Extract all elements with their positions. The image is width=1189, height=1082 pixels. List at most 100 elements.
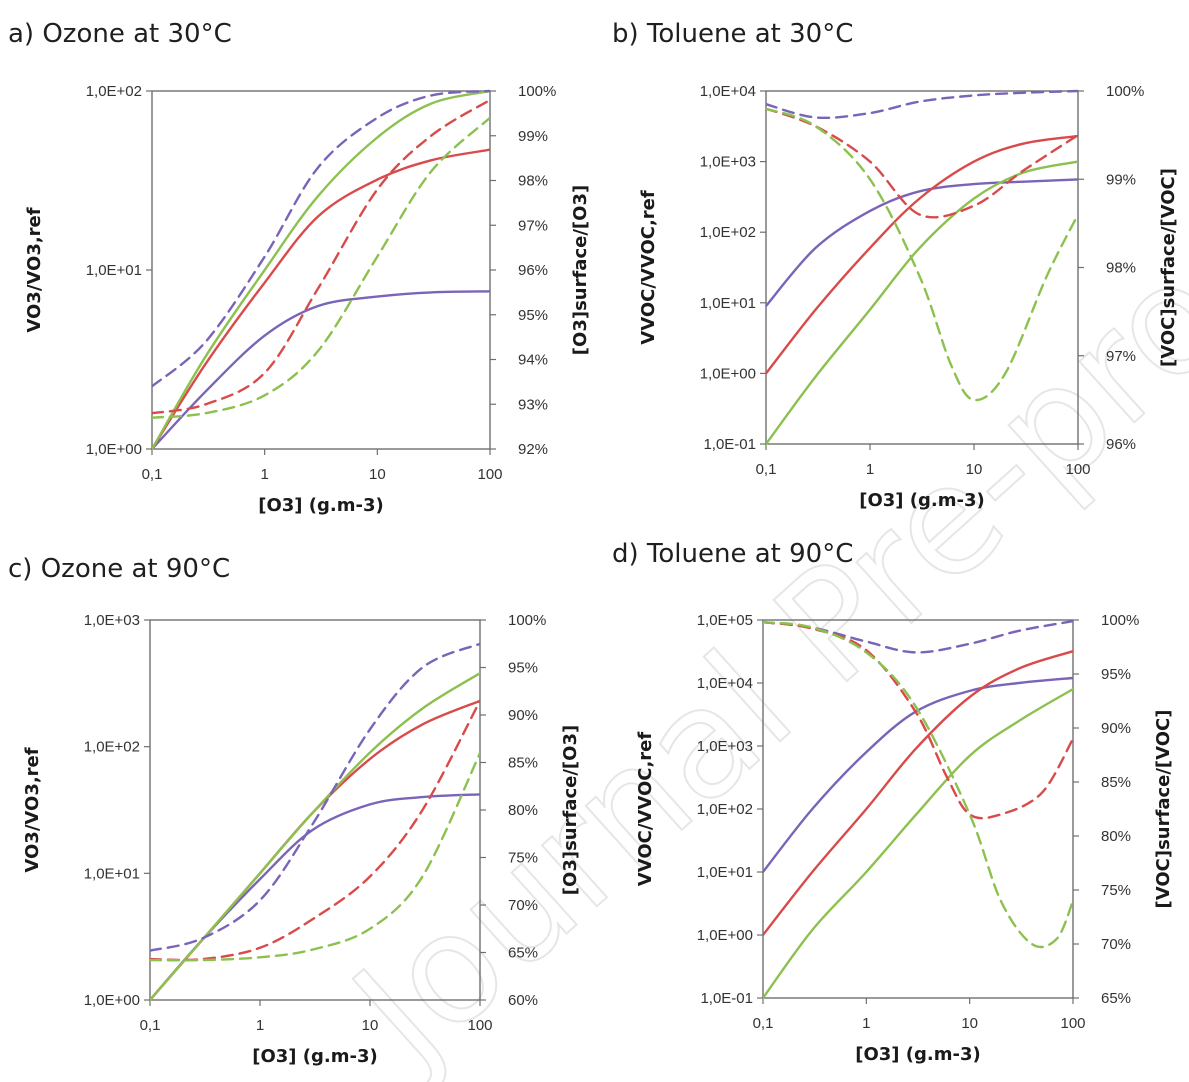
series-purple-dashed xyxy=(150,642,480,952)
chart-title: b) Toluene at 30°C xyxy=(612,19,853,49)
y-axis-label: VVOC/VVOC,ref xyxy=(638,190,659,345)
series-purple-dashed xyxy=(766,89,1078,120)
series-purple-solid xyxy=(766,178,1078,308)
x-tick-label: 100 xyxy=(1065,461,1090,478)
series-red-solid xyxy=(763,650,1073,937)
y-tick-label: 1,0E+02 xyxy=(86,83,142,100)
y-tick-label: 1,0E+02 xyxy=(84,739,140,756)
y2-tick-label: 98% xyxy=(1106,260,1136,277)
y-axis-label: VO3/VO3,ref xyxy=(22,747,43,872)
series-red-dashed xyxy=(763,621,1073,820)
y2-tick-label: 100% xyxy=(1106,83,1144,100)
y2-tick-label: 100% xyxy=(1101,612,1139,629)
series-red-solid xyxy=(152,148,490,451)
y2-tick-label: 97% xyxy=(518,217,548,234)
series-green-solid xyxy=(152,89,490,451)
x-tick-label: 10 xyxy=(369,466,386,483)
x-tick-label: 10 xyxy=(966,461,983,478)
y2-tick-label: 93% xyxy=(518,396,548,413)
y-tick-label: 1,0E+01 xyxy=(86,262,142,279)
series-green-dashed xyxy=(152,116,490,419)
y-tick-label: 1,0E+03 xyxy=(697,738,753,755)
x-tick-label: 10 xyxy=(362,1017,379,1034)
x-tick-label: 100 xyxy=(477,466,502,483)
x-tick-label: 0,1 xyxy=(756,461,777,478)
y2-axis-label: [VOC]surface/[VOC] xyxy=(1153,710,1174,909)
y2-tick-label: 96% xyxy=(1106,436,1136,453)
y2-tick-label: 70% xyxy=(1101,936,1131,953)
y2-axis-label: [O3]surface/[O3] xyxy=(570,185,591,355)
series-purple-dashed xyxy=(763,619,1073,654)
y-tick-label: 1,0E+02 xyxy=(697,801,753,818)
y2-axis-label: [O3]surface/[O3] xyxy=(560,725,581,895)
y-tick-label: 1,0E+01 xyxy=(697,864,753,881)
series-purple-solid xyxy=(763,676,1073,874)
y-axis-label: VVOC/VVOC,ref xyxy=(635,732,656,887)
chart-panel-d: d) Toluene at 90°C 1,0E-01 1,0E+00 1,0E+01 1… xyxy=(612,539,1174,1065)
chart-panel-b: b) Toluene at 30°C 1,0E-01 1,0E+00 1,0E+01 1… xyxy=(612,19,1179,511)
panels: a) Ozone at 30°C 1,0E+00 1,0E+01 1,0E+02 92%… xyxy=(8,19,1179,1067)
y2-tick-label: 60% xyxy=(508,992,538,1009)
y2-tick-label: 80% xyxy=(1101,828,1131,845)
y2-tick-label: 70% xyxy=(508,897,538,914)
chart-title: d) Toluene at 90°C xyxy=(612,539,853,569)
series-green-solid xyxy=(763,687,1073,1000)
y-tick-label: 1,0E+01 xyxy=(700,295,756,312)
y2-tick-label: 75% xyxy=(1101,882,1131,899)
y2-tick-label: 65% xyxy=(508,945,538,962)
x-tick-label: 0,1 xyxy=(140,1017,161,1034)
y2-tick-label: 99% xyxy=(1106,171,1136,188)
series-green-dashed xyxy=(150,751,480,962)
y2-tick-label: 100% xyxy=(508,612,546,629)
x-tick-label: 1 xyxy=(862,1015,870,1032)
x-tick-label: 1 xyxy=(260,466,268,483)
y2-tick-label: 90% xyxy=(1101,720,1131,737)
chart-panel-c: c) Ozone at 90°C 1,0E+00 1,0E+01 1,0E+02 1,0… xyxy=(8,554,581,1067)
y2-tick-label: 99% xyxy=(518,128,548,145)
series-group xyxy=(152,89,490,451)
x-tick-label: 1 xyxy=(866,461,874,478)
y-tick-label: 1,0E+03 xyxy=(700,154,756,171)
series-group xyxy=(763,619,1073,1000)
y-tick-label: 1,0E+00 xyxy=(86,441,142,458)
y2-tick-label: 95% xyxy=(518,307,548,324)
x-axis-label: [O3] (g.m-3) xyxy=(855,1044,980,1065)
y-tick-label: 1,0E-01 xyxy=(700,990,753,1007)
y2-tick-label: 90% xyxy=(508,707,538,724)
y2-tick-label: 100% xyxy=(518,83,556,100)
y-tick-label: 1,0E+00 xyxy=(700,365,756,382)
series-purple-dashed xyxy=(152,89,490,388)
y2-axis-label: [VOC]surface/[VOC] xyxy=(1158,168,1179,367)
y-axis-label: VO3/VO3,ref xyxy=(24,207,45,332)
y2-tick-label: 94% xyxy=(518,352,548,369)
series-green-dashed xyxy=(766,107,1078,402)
y-tick-label: 1,0E+02 xyxy=(700,224,756,241)
y2-tick-label: 96% xyxy=(518,262,548,279)
x-tick-label: 0,1 xyxy=(753,1015,774,1032)
y-tick-label: 1,0E+01 xyxy=(84,865,140,882)
y2-tick-label: 85% xyxy=(1101,774,1131,791)
chart-title: c) Ozone at 90°C xyxy=(8,554,230,584)
y2-tick-label: 65% xyxy=(1101,990,1131,1007)
y2-tick-label: 75% xyxy=(508,850,538,867)
x-axis-label: [O3] (g.m-3) xyxy=(252,1046,377,1067)
series-green-solid xyxy=(150,672,480,1002)
y2-tick-label: 95% xyxy=(1101,666,1131,683)
y-tick-label: 1,0E+04 xyxy=(697,675,753,692)
x-axis-label: [O3] (g.m-3) xyxy=(258,495,383,516)
series-red-dashed xyxy=(766,107,1078,219)
series-red-solid xyxy=(766,134,1078,375)
x-tick-label: 0,1 xyxy=(142,466,163,483)
x-tick-label: 100 xyxy=(467,1017,492,1034)
y2-tick-label: 98% xyxy=(518,173,548,190)
x-tick-label: 1 xyxy=(256,1017,264,1034)
chart-title: a) Ozone at 30°C xyxy=(8,19,232,49)
y-tick-label: 1,0E+04 xyxy=(700,83,756,100)
y-tick-label: 1,0E+00 xyxy=(697,927,753,944)
y2-tick-label: 85% xyxy=(508,755,538,772)
chart-panel-a: a) Ozone at 30°C 1,0E+00 1,0E+01 1,0E+02 92%… xyxy=(8,19,591,516)
series-group xyxy=(766,89,1078,446)
y2-tick-label: 92% xyxy=(518,441,548,458)
series-green-solid xyxy=(766,160,1078,446)
